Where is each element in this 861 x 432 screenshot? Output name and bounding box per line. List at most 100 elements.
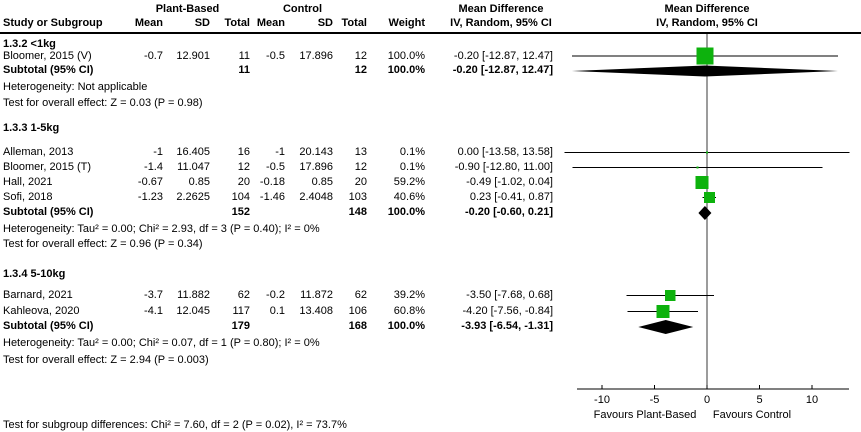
study-row: Hall, 2021 -0.67 0.85 20 -0.18 0.85 20 59.2% -0.… (0, 176, 861, 189)
treatment-sd: 16.405 (176, 146, 210, 158)
treatment-mean: -1.4 (144, 161, 163, 173)
subtotal-row: Subtotal (95% CI) 152 148 100.0% -0.20 [-0.6… (0, 206, 861, 219)
weight-column-header: Weight (388, 17, 425, 29)
heterogeneity-row: Heterogeneity: Tau² = 0.00; Chi² = 0.07,… (0, 337, 861, 350)
subtotal-treatment-total: 179 (231, 320, 250, 332)
study-ci-text: -0.90 [-12.80, 11.00] (454, 161, 553, 173)
plot-effect-header: Mean Difference (664, 3, 750, 15)
study-weight: 0.1% (399, 161, 425, 173)
control-total: 12 (354, 161, 367, 173)
study-name: Sofi, 2018 (3, 191, 53, 203)
treatment-sd: 12.901 (176, 50, 210, 62)
subgroup-label-row: 1.3.3 1-5kg (0, 122, 861, 135)
treatment-sd: 12.045 (176, 305, 210, 317)
header-separator (0, 32, 861, 34)
control-mean: -1.46 (259, 191, 285, 203)
overall-effect-text: Test for overall effect: Z = 2.94 (P = 0… (3, 354, 209, 366)
study-ci-text: 0.23 [-0.41, 0.87] (469, 191, 553, 203)
treatment-mean: -0.67 (137, 176, 163, 188)
treatment-total: 104 (231, 191, 250, 203)
control-mean: -0.5 (266, 50, 285, 62)
overall-effect-row: Test for overall effect: Z = 0.96 (P = 0… (0, 238, 861, 251)
subgroup-label-row: 1.3.2 <1kg (0, 38, 861, 51)
subtotal-control-total: 12 (354, 64, 367, 76)
control-total: 103 (348, 191, 367, 203)
subtotal-weight: 100.0% (387, 206, 425, 218)
control-total-header: Total (341, 17, 367, 29)
method-column-header: IV, Random, 95% CI (450, 17, 552, 29)
study-name: Hall, 2021 (3, 176, 53, 188)
subtotal-control-total: 148 (348, 206, 367, 218)
treatment-sd-header: SD (194, 17, 210, 29)
treatment-total: 12 (237, 161, 250, 173)
treatment-mean: -3.7 (144, 289, 163, 301)
study-row: Sofi, 2018 -1.23 2.2625 104 -1.46 2.4048 103 40… (0, 191, 861, 204)
subtotal-label: Subtotal (95% CI) (3, 206, 94, 218)
treatment-group-header: Plant-Based (155, 3, 220, 15)
study-row: Alleman, 2013 -1 16.405 16 -1 20.143 13 0.1% 0.0… (0, 146, 861, 159)
control-sd: 13.408 (299, 305, 333, 317)
subtotal-weight: 100.0% (387, 320, 425, 332)
treatment-total-header: Total (224, 17, 250, 29)
subgroup-difference-row: Test for subgroup differences: Chi² = 7.… (0, 419, 861, 432)
subtotal-ci-text: -0.20 [-0.60, 0.21] (464, 206, 553, 218)
study-name: Alleman, 2013 (3, 146, 74, 158)
overall-effect-text: Test for overall effect: Z = 0.03 (P = 0… (3, 97, 203, 109)
treatment-mean: -0.7 (144, 50, 163, 62)
control-mean: 0.1 (269, 305, 285, 317)
treatment-mean-header: Mean (134, 17, 163, 29)
treatment-sd: 11.047 (177, 161, 210, 173)
subtotal-ci-text: -0.20 [-12.87, 12.47] (452, 64, 553, 76)
overall-effect-row: Test for overall effect: Z = 2.94 (P = 0… (0, 354, 861, 367)
study-row: Bloomer, 2015 (T) -1.4 11.047 12 -0.5 17.896 1… (0, 161, 861, 174)
study-weight: 100.0% (387, 50, 425, 62)
header-row-columns: Study or Subgroup Mean SD Total Mean SD … (0, 17, 861, 30)
plot-method-header: IV, Random, 95% CI (656, 17, 758, 29)
subgroup-label: 1.3.2 <1kg (3, 38, 56, 50)
treatment-total: 11 (238, 50, 250, 62)
control-sd: 11.872 (300, 289, 333, 301)
control-mean: -1 (275, 146, 285, 158)
control-total: 62 (354, 289, 367, 301)
subgroup-difference-text: Test for subgroup differences: Chi² = 7.… (3, 419, 347, 431)
subtotal-ci-text: -3.93 [-6.54, -1.31] (461, 320, 553, 332)
study-weight: 0.1% (399, 146, 425, 158)
heterogeneity-text: Heterogeneity: Tau² = 0.00; Chi² = 2.93,… (3, 223, 320, 235)
control-sd-header: SD (317, 17, 333, 29)
treatment-total: 20 (237, 176, 250, 188)
overall-effect-row: Test for overall effect: Z = 0.03 (P = 0… (0, 97, 861, 110)
study-ci-text: -3.50 [-7.68, 0.68] (466, 289, 553, 301)
study-name: Bloomer, 2015 (V) (3, 50, 92, 62)
subtotal-control-total: 168 (348, 320, 367, 332)
treatment-mean: -1.23 (137, 191, 163, 203)
treatment-total: 16 (237, 146, 250, 158)
study-column-header: Study or Subgroup (3, 17, 103, 29)
study-row: Bloomer, 2015 (V) -0.7 12.901 11 -0.5 17.896 1… (0, 50, 861, 63)
control-mean: -0.5 (266, 161, 285, 173)
control-total: 106 (348, 305, 367, 317)
subgroup-label-row: 1.3.4 5-10kg (0, 268, 861, 281)
study-ci-text: -4.20 [-7.56, -0.84] (462, 305, 554, 317)
study-row: Barnard, 2021 -3.7 11.882 62 -0.2 11.872 62 39.… (0, 289, 861, 302)
treatment-sd: 2.2625 (176, 191, 210, 203)
control-total: 13 (354, 146, 367, 158)
header-row-groups: Plant-Based Control Mean Difference Mean… (0, 3, 861, 16)
control-mean-header: Mean (256, 17, 285, 29)
treatment-total: 117 (232, 305, 250, 317)
subtotal-treatment-total: 152 (231, 206, 250, 218)
heterogeneity-text: Heterogeneity: Not applicable (3, 81, 148, 93)
study-ci-text: -0.20 [-12.87, 12.47] (453, 50, 553, 62)
study-weight: 39.2% (393, 289, 425, 301)
control-sd: 17.896 (299, 161, 333, 173)
subtotal-row: Subtotal (95% CI) 179 168 100.0% -3.93 [-6.5… (0, 320, 861, 333)
control-group-header: Control (282, 3, 323, 15)
treatment-total: 62 (237, 289, 250, 301)
study-ci-text: -0.49 [-1.02, 0.04] (466, 176, 553, 188)
axis-tick-label: 10 (806, 394, 818, 406)
effect-column-header: Mean Difference (458, 3, 544, 15)
study-ci-text: 0.00 [-13.58, 13.58] (457, 146, 553, 158)
control-sd: 2.4048 (299, 191, 333, 203)
study-name: Bloomer, 2015 (T) (3, 161, 92, 173)
axis-tick-label: 0 (704, 394, 710, 406)
subtotal-label: Subtotal (95% CI) (3, 64, 94, 76)
